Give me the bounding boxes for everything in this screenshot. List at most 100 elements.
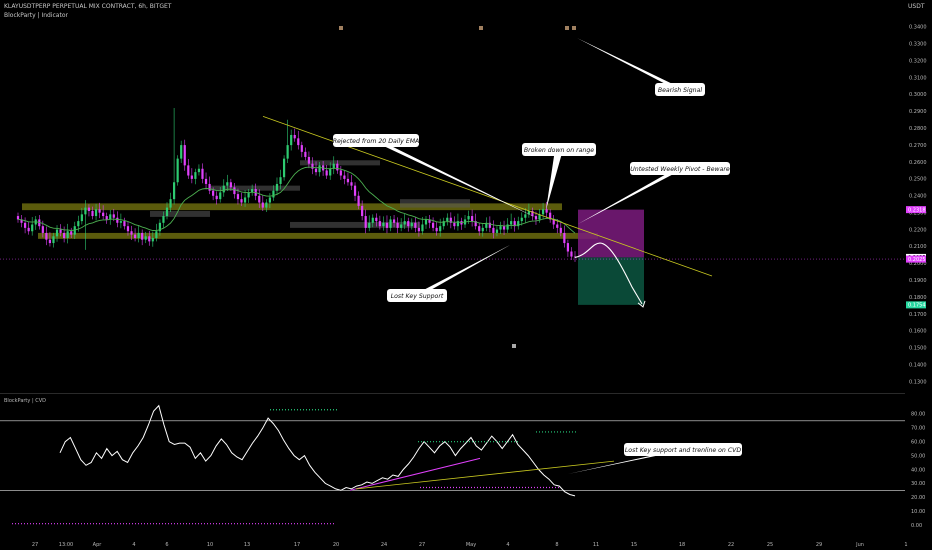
callout-pointer [577, 38, 684, 90]
candle-body [392, 219, 396, 223]
candle-body [41, 226, 44, 233]
candle-body [570, 251, 573, 257]
candle-body [38, 219, 41, 227]
callout-cvd-note: Lost Key support and trenline on CVD [568, 443, 742, 474]
candle-body [226, 182, 229, 186]
candle-body [534, 216, 538, 220]
price-tick-label: 0.2100 [909, 244, 927, 250]
price-tick-label: 0.2000 [909, 261, 927, 267]
candle-body [566, 243, 570, 252]
candle-body [112, 214, 115, 218]
price-tick-label: 0.1300 [909, 379, 927, 385]
candle-body [130, 231, 133, 235]
callout-bearish-signal: Bearish Signal [577, 38, 705, 96]
candle-body [190, 175, 193, 179]
cvd-panel[interactable] [0, 404, 905, 525]
price-tick-label: 0.2600 [909, 160, 927, 166]
projected-path [574, 242, 643, 305]
candle-body [212, 190, 215, 196]
x-tick-label: 1 [904, 542, 907, 548]
projected-arrowhead [637, 300, 646, 308]
ema-line [17, 166, 576, 234]
price-tick-label: 0.3100 [909, 75, 927, 81]
callout-text: Lost Key support and trenline on CVD [625, 446, 742, 454]
candle-body [133, 234, 137, 238]
candle-body [304, 151, 307, 157]
range-box [300, 160, 380, 166]
candle-body [492, 227, 495, 233]
x-tick-label: 11 [593, 542, 599, 548]
resistance-zone [22, 203, 562, 211]
candle-body [155, 231, 158, 238]
candle-body [23, 222, 27, 228]
candle-body [385, 222, 389, 228]
price-label-bg [906, 301, 926, 309]
x-tick-label: Apr [93, 542, 103, 548]
candle-body [48, 239, 52, 244]
candle-body [247, 192, 250, 198]
candle-body [162, 216, 165, 223]
price-tick-label: 0.1500 [909, 346, 927, 352]
price-label-text: 0.1754 [908, 303, 926, 309]
cvd-tick-label: 10.00 [911, 509, 925, 515]
callout-text: Rejected from 20 Daily EMA [333, 137, 420, 145]
candle-body [325, 170, 328, 176]
price-tick-label: 0.2900 [909, 109, 927, 115]
candle-body [180, 145, 183, 159]
candle-body [545, 209, 548, 213]
candle-body [16, 216, 20, 220]
candle-body [229, 182, 232, 188]
candle-body [389, 219, 392, 228]
candle-body [282, 158, 286, 178]
candle-body [275, 183, 279, 191]
candle-body [201, 168, 204, 179]
candle-body [258, 195, 261, 203]
candle-body [442, 221, 445, 227]
candle-body [424, 219, 428, 225]
candle-body [318, 165, 321, 173]
candle-body [27, 227, 30, 232]
candle-body [350, 182, 353, 186]
candle-body [456, 221, 460, 227]
callouts: Bearish Signal Rejected from 20 Daily EMA… [333, 38, 742, 474]
callout-lost-support: Lost Key Support [387, 245, 510, 302]
candle-body [165, 207, 169, 217]
candle-body [329, 168, 332, 176]
price-tick-label: 0.2700 [909, 143, 927, 149]
candle-body [538, 214, 541, 220]
candle-body [439, 226, 442, 232]
callout-pointer [578, 168, 684, 224]
x-tick-label: 13 [244, 542, 250, 548]
candle-body [187, 165, 190, 176]
candle-body [311, 163, 314, 169]
candle-body [137, 232, 140, 238]
candle-body [208, 183, 211, 191]
axes: 0.3400 0.3300 0.3200 0.3100 0.3000 0.2900 0.28… [4, 25, 927, 548]
candle-body [204, 178, 208, 184]
candle-body [314, 168, 318, 173]
candle-body [368, 222, 371, 228]
x-tick-label: 13:00 [59, 542, 73, 548]
candle-body [236, 194, 240, 200]
price-label-bg [906, 206, 926, 214]
candle-body [55, 229, 59, 237]
candle-body [265, 202, 268, 208]
candle-body [219, 192, 222, 200]
x-tick-label: 25 [767, 542, 773, 548]
callout-text: Untested Weekly Pivot - Beware [630, 165, 730, 173]
candle-body [286, 145, 289, 159]
candle-body [382, 222, 385, 227]
candle-body [435, 227, 438, 232]
candle-body [396, 222, 399, 228]
candle-body [421, 224, 424, 232]
cvd-trendline [355, 460, 615, 490]
cvd-tick-label: 60.00 [911, 439, 925, 445]
price-tick-label: 0.2200 [909, 227, 927, 233]
candle-body [20, 219, 23, 223]
candle-body [403, 221, 406, 225]
candle-body [513, 221, 516, 227]
candle-body [293, 134, 296, 139]
candle-body [84, 207, 87, 215]
cvd-tick-label: 80.00 [911, 412, 925, 418]
